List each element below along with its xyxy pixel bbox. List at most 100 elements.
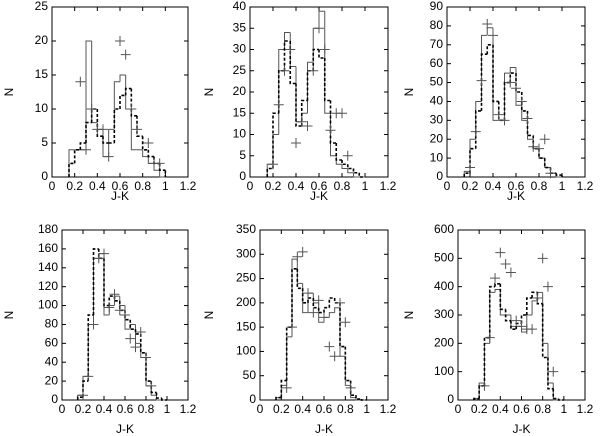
- histogram-step: [312, 293, 319, 304]
- data-point: [297, 246, 308, 257]
- y-axis-label: N: [402, 88, 416, 97]
- data-point: [141, 352, 151, 363]
- x-tick-label: 1.2: [180, 179, 197, 193]
- x-tick-label: 0: [444, 179, 451, 193]
- y-tick-label: 35: [233, 20, 247, 34]
- data-point: [281, 382, 292, 393]
- histogram-step: [469, 147, 476, 174]
- data-point: [135, 327, 146, 337]
- y-tick-label: 300: [236, 246, 256, 260]
- histogram-step: [278, 49, 285, 135]
- data-point: [313, 295, 324, 306]
- y-tick-label: 100: [38, 298, 58, 312]
- histogram-step: [142, 149, 149, 158]
- y-tick-label: 25: [35, 0, 49, 13]
- histogram-step: [520, 314, 527, 324]
- histogram-step: [538, 148, 545, 159]
- histogram-step: [134, 329, 141, 335]
- data-point: [479, 380, 490, 391]
- data-point: [470, 126, 481, 137]
- histogram-step: [352, 168, 360, 174]
- histogram-step: [355, 397, 362, 401]
- data-point: [93, 253, 104, 264]
- y-tick-label: 150: [236, 319, 256, 333]
- histogram-step: [272, 112, 279, 169]
- histogram-step: [119, 94, 126, 109]
- y-tick-label: 250: [236, 271, 256, 285]
- data-point: [302, 121, 313, 131]
- x-axis-label: J-K: [507, 189, 525, 203]
- histogram-step: [108, 295, 115, 306]
- x-tick-label: 0.2: [273, 402, 290, 416]
- histogram-step: [119, 296, 125, 307]
- x-tick-label: 0.6: [117, 402, 134, 416]
- data-point: [308, 307, 319, 318]
- data-point: [126, 104, 137, 114]
- x-tick-label: 0.2: [66, 179, 83, 193]
- data-point: [522, 113, 533, 124]
- data-point: [505, 267, 516, 278]
- histogram-step: [96, 122, 103, 130]
- histogram-step: [266, 167, 273, 177]
- histogram-step: [333, 298, 340, 304]
- histogram-step: [323, 316, 330, 323]
- histogram-step: [538, 148, 545, 159]
- histogram-step: [113, 108, 120, 143]
- y-tick-label: 600: [434, 222, 454, 236]
- y-tick-label: 90: [430, 0, 444, 13]
- data-point: [340, 317, 351, 328]
- data-point: [545, 168, 556, 179]
- y-tick-label: 80: [430, 18, 444, 32]
- y-tick-label: 70: [430, 37, 444, 51]
- histogram-step: [521, 105, 528, 121]
- histogram-step: [525, 297, 533, 315]
- x-tick-label: 0.4: [492, 402, 509, 416]
- histogram-step: [91, 41, 98, 124]
- histogram-step: [346, 164, 354, 170]
- data-point: [78, 390, 88, 401]
- x-tick-label: 1: [164, 402, 171, 416]
- histogram-step: [277, 69, 285, 114]
- y-tick-label: 50: [430, 75, 444, 89]
- y-tick-label: 0: [51, 392, 58, 406]
- y-tick-label: 300: [434, 307, 454, 321]
- x-axis-label: J-K: [111, 189, 129, 203]
- data-point: [143, 138, 154, 148]
- data-point: [98, 124, 108, 135]
- data-point: [292, 251, 303, 262]
- histogram-step: [347, 168, 354, 174]
- histogram-step: [531, 291, 538, 298]
- y-tick-label: 60: [430, 56, 444, 70]
- histogram-step: [330, 113, 337, 157]
- histogram-step: [285, 326, 292, 381]
- y-tick-label: 20: [35, 33, 49, 47]
- histogram-step: [555, 173, 562, 176]
- data-point: [319, 44, 330, 55]
- data-point: [542, 281, 553, 292]
- x-tick-label: 1.2: [577, 179, 594, 193]
- y-tick-label: 160: [38, 241, 58, 255]
- histogram-step: [124, 87, 132, 96]
- data-point: [534, 143, 544, 154]
- y-tick-label: 30: [233, 42, 247, 56]
- x-tick-label: 1: [559, 179, 566, 193]
- data-point: [325, 125, 336, 136]
- histogram-step: [323, 58, 331, 102]
- histogram-step: [156, 395, 162, 401]
- y-tick-label: 5: [41, 135, 48, 149]
- histogram-step: [341, 164, 348, 169]
- data-point: [324, 341, 335, 352]
- x-tick-label: 0.4: [485, 179, 502, 193]
- y-tick-label: 120: [38, 279, 58, 293]
- data-point: [532, 293, 543, 303]
- histogram-step: [509, 66, 516, 74]
- histogram-step: [503, 81, 511, 121]
- histogram-step: [68, 149, 75, 177]
- x-tick-label: 0.6: [112, 179, 129, 193]
- data-point: [488, 30, 498, 41]
- histogram-step: [486, 27, 493, 36]
- y-axis-label: N: [202, 88, 216, 97]
- histogram-step: [552, 388, 559, 400]
- x-tick-label: 0.4: [96, 402, 113, 416]
- histogram-step: [355, 395, 362, 400]
